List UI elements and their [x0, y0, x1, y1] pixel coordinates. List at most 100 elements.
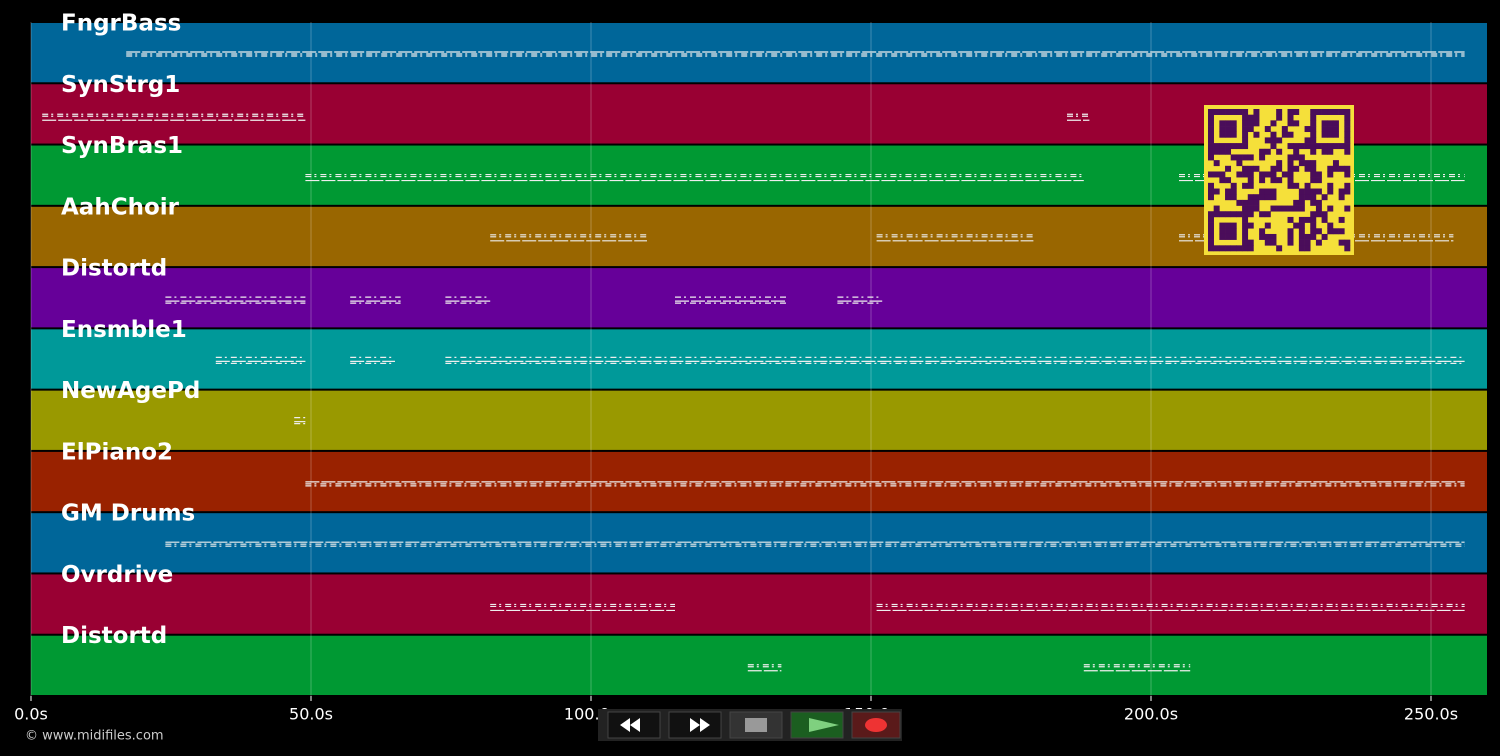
qr-module — [1225, 228, 1232, 235]
note-run — [490, 603, 675, 612]
qr-module — [1253, 194, 1260, 201]
qr-module — [1213, 143, 1220, 150]
qr-module — [1315, 188, 1322, 195]
stop-icon — [745, 718, 767, 732]
note-run — [747, 664, 782, 672]
x-tick-label: 50.0s — [289, 705, 333, 724]
qr-module — [1338, 228, 1345, 235]
qr-module — [1310, 199, 1317, 206]
play-icon — [809, 718, 839, 732]
track-lane — [31, 23, 1487, 83]
qr-module — [1247, 205, 1254, 212]
qr-module — [1219, 222, 1226, 229]
qr-module — [1281, 171, 1288, 178]
track-name: Ovrdrive — [61, 562, 173, 588]
qr-module — [1327, 148, 1334, 155]
qr-module — [1225, 188, 1232, 195]
qr-module — [1287, 154, 1294, 161]
qr-module — [1208, 233, 1214, 240]
note-run — [42, 113, 306, 121]
qr-module — [1208, 194, 1214, 201]
footer: © www.midifiles.com — [25, 729, 164, 744]
qr-module — [1208, 143, 1214, 150]
qr-module — [1242, 126, 1249, 133]
qr-module — [1208, 126, 1214, 133]
qr-module — [1259, 154, 1266, 161]
qr-module — [1338, 194, 1345, 201]
qr-module — [1298, 216, 1305, 223]
qr-module — [1242, 239, 1249, 246]
track-lane — [31, 513, 1487, 573]
qr-module — [1213, 171, 1220, 178]
qr-module — [1270, 194, 1277, 201]
track-name: FngrBass — [61, 11, 181, 37]
qr-module — [1344, 114, 1351, 121]
qr-module — [1276, 205, 1283, 212]
qr-module — [1225, 126, 1232, 133]
qr-module — [1219, 126, 1226, 133]
qr-module — [1298, 160, 1305, 167]
qr-module — [1270, 188, 1277, 195]
qr-module — [1298, 233, 1305, 240]
qr-module — [1338, 188, 1345, 195]
qr-module — [1219, 143, 1226, 150]
qr-module — [1242, 245, 1249, 252]
qr-module — [1236, 109, 1243, 115]
qr-module — [1281, 205, 1288, 212]
qr-module — [1225, 165, 1232, 172]
qr-module — [1281, 131, 1288, 138]
qr-module — [1242, 131, 1249, 138]
qr-module — [1327, 120, 1334, 127]
qr-module — [1247, 114, 1254, 121]
qr-module — [1310, 171, 1317, 178]
track-lane — [31, 635, 1487, 695]
qr-module — [1219, 171, 1226, 178]
qr-module — [1276, 160, 1283, 167]
qr-module — [1327, 126, 1334, 133]
qr-module — [1293, 143, 1300, 150]
qr-module — [1247, 182, 1254, 189]
qr-module — [1287, 205, 1294, 212]
qr-module — [1287, 239, 1294, 246]
qr-module — [1253, 131, 1260, 138]
qr-module — [1270, 177, 1277, 184]
qr-module — [1259, 233, 1266, 240]
qr-module — [1298, 199, 1305, 206]
forward-icon — [690, 718, 710, 732]
x-tick-label: 0.0s — [14, 705, 48, 724]
qr-module — [1247, 222, 1254, 229]
qr-module — [1264, 148, 1271, 155]
qr-module — [1230, 222, 1237, 229]
qr-module — [1230, 228, 1237, 235]
qr-module — [1298, 188, 1305, 195]
qr-module — [1270, 233, 1277, 240]
qr-module — [1247, 194, 1254, 201]
qr-code — [1204, 105, 1354, 255]
note-run — [165, 541, 1465, 547]
qr-module — [1276, 114, 1283, 121]
qr-module — [1293, 199, 1300, 206]
qr-module — [1264, 222, 1271, 229]
x-tick-label: 200.0s — [1124, 705, 1178, 724]
qr-module — [1327, 228, 1334, 235]
qr-module — [1236, 160, 1243, 167]
qr-module — [1287, 109, 1294, 115]
qr-module — [1264, 137, 1271, 144]
qr-module — [1276, 245, 1283, 252]
qr-module — [1230, 131, 1237, 138]
qr-module — [1247, 211, 1254, 218]
qr-module — [1253, 109, 1260, 115]
qr-module — [1270, 120, 1277, 127]
qr-module — [1321, 216, 1328, 223]
qr-module — [1332, 109, 1339, 115]
track-lane — [31, 268, 1487, 328]
qr-module — [1259, 177, 1266, 184]
qr-module — [1304, 126, 1311, 133]
qr-module — [1208, 148, 1214, 155]
qr-module — [1247, 154, 1254, 161]
qr-module — [1242, 199, 1249, 206]
qr-module — [1208, 239, 1214, 246]
qr-module — [1225, 177, 1232, 184]
qr-module — [1304, 216, 1311, 223]
qr-module — [1332, 131, 1339, 138]
